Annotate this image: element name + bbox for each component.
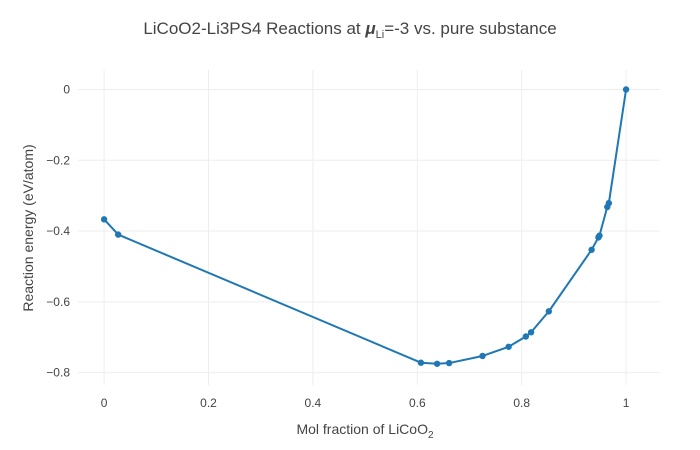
series-layer [100, 86, 630, 367]
data-point[interactable] [505, 343, 512, 350]
data-point[interactable] [527, 329, 535, 336]
x-tick-label: 0.4 [305, 396, 322, 410]
tick-labels: 0 0.2 0.4 0.6 0.8 1 0 −0.2 −0.4 −0.6 −0.8 [46, 82, 629, 410]
data-point[interactable] [114, 231, 122, 238]
data-point[interactable] [545, 308, 553, 315]
data-point[interactable] [445, 359, 453, 367]
x-tick-label: 0.6 [409, 396, 426, 410]
y-tick-label: −0.2 [46, 153, 70, 167]
series-line [103, 89, 628, 365]
data-point[interactable] [522, 333, 530, 340]
data-point[interactable] [622, 86, 630, 93]
data-point[interactable] [100, 216, 108, 223]
grid [78, 70, 660, 385]
y-tick-label: −0.8 [46, 366, 70, 380]
chart-title: LiCoO2-Li3PS4 Reactions at μLi=-3 vs. pu… [143, 19, 556, 41]
data-point[interactable] [588, 246, 595, 253]
data-point[interactable] [605, 199, 613, 207]
y-tick-label: 0 [63, 82, 70, 96]
data-point[interactable] [479, 352, 486, 360]
x-tick-label: 1 [623, 396, 630, 410]
data-point[interactable] [417, 359, 425, 366]
x-axis-label: Mol fraction of LiCoO2 [296, 421, 434, 441]
x-tick-label: 0.2 [200, 396, 217, 410]
y-tick-label: −0.4 [46, 224, 70, 238]
x-tick-label: 0 [101, 396, 108, 410]
x-tick-label: 0.8 [513, 396, 530, 410]
y-axis-label: Reaction energy (eV/atom) [20, 144, 36, 311]
data-point[interactable] [433, 360, 441, 367]
y-tick-label: −0.6 [46, 295, 70, 309]
data-point[interactable] [596, 232, 603, 239]
